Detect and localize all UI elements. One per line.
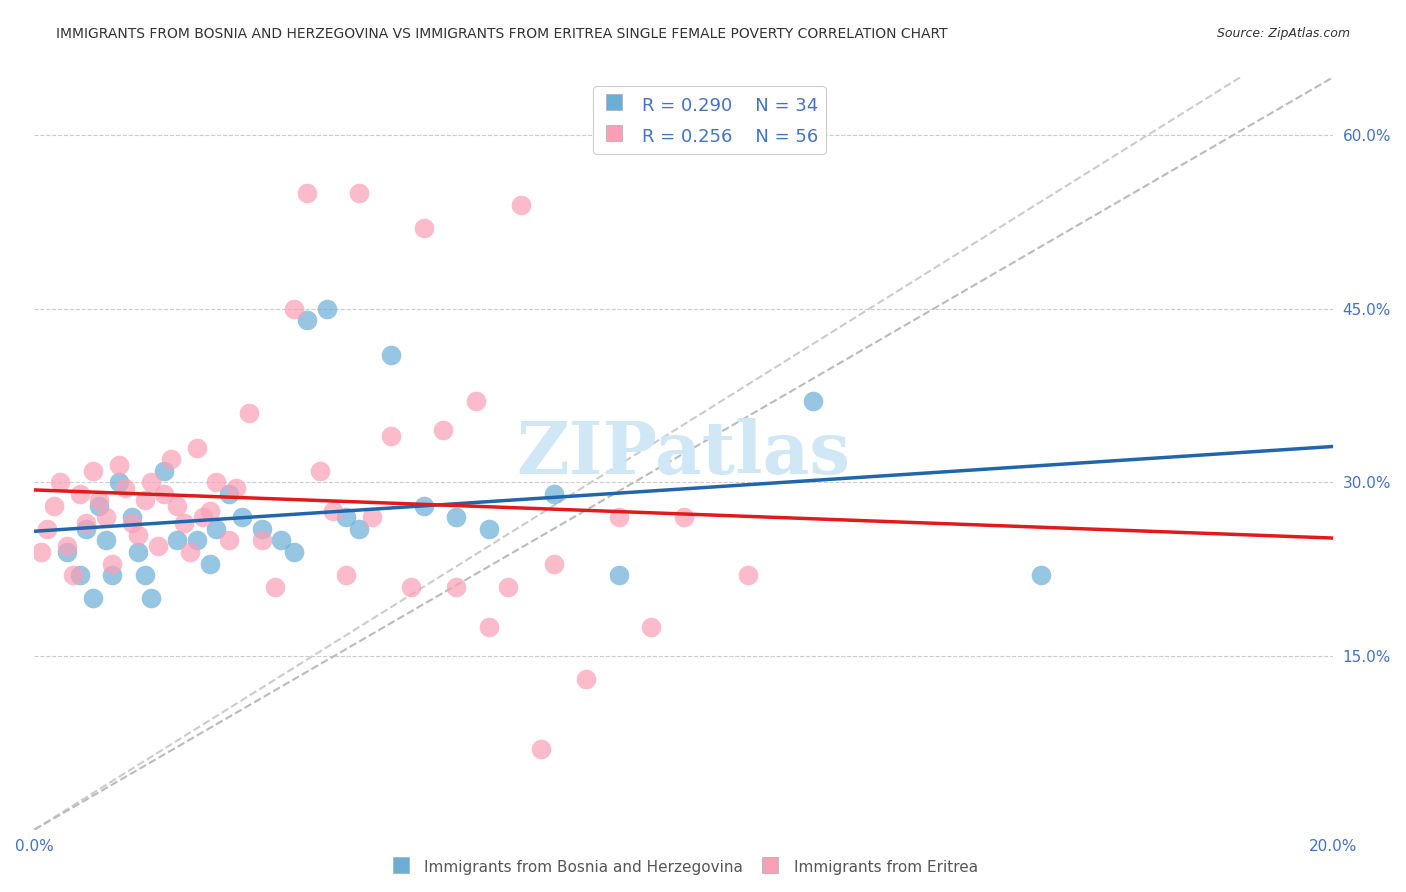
Point xyxy=(94,510,117,524)
Point xyxy=(607,510,630,524)
Point xyxy=(198,557,221,571)
Point xyxy=(412,499,434,513)
Point xyxy=(335,568,357,582)
Point xyxy=(283,545,305,559)
Point xyxy=(283,301,305,316)
Point xyxy=(82,591,104,606)
Point xyxy=(89,492,111,507)
Point xyxy=(270,533,292,548)
Point xyxy=(309,464,332,478)
Point xyxy=(56,539,79,553)
Point xyxy=(153,487,176,501)
Point xyxy=(94,533,117,548)
Point xyxy=(263,580,285,594)
Point xyxy=(166,499,188,513)
Text: IMMIGRANTS FROM BOSNIA AND HERZEGOVINA VS IMMIGRANTS FROM ERITREA SINGLE FEMALE : IMMIGRANTS FROM BOSNIA AND HERZEGOVINA V… xyxy=(56,27,948,41)
Point xyxy=(127,545,149,559)
Point xyxy=(205,522,228,536)
Point xyxy=(737,568,759,582)
Point xyxy=(250,522,273,536)
Point xyxy=(56,545,79,559)
Point xyxy=(101,568,124,582)
Point xyxy=(478,620,501,634)
Point xyxy=(186,441,208,455)
Point xyxy=(295,186,318,201)
Point xyxy=(238,406,260,420)
Point xyxy=(250,533,273,548)
Point xyxy=(205,475,228,490)
Point xyxy=(231,510,253,524)
Point xyxy=(803,394,825,409)
Point xyxy=(69,487,91,501)
Point xyxy=(335,510,357,524)
Point xyxy=(607,568,630,582)
Point xyxy=(464,394,486,409)
Point xyxy=(121,516,143,530)
Point xyxy=(141,591,163,606)
Point xyxy=(193,510,215,524)
Point xyxy=(412,220,434,235)
Point xyxy=(134,568,156,582)
Point xyxy=(575,672,598,686)
Point xyxy=(75,516,97,530)
Point xyxy=(153,464,176,478)
Point xyxy=(49,475,72,490)
Point xyxy=(186,533,208,548)
Point xyxy=(478,522,501,536)
Point xyxy=(347,186,370,201)
Point xyxy=(101,557,124,571)
Point xyxy=(295,313,318,327)
Point xyxy=(107,458,129,472)
Point xyxy=(380,348,402,362)
Point xyxy=(134,492,156,507)
Point xyxy=(173,516,195,530)
Point xyxy=(82,464,104,478)
Point xyxy=(1029,568,1052,582)
Point xyxy=(322,504,344,518)
Point xyxy=(672,510,695,524)
Point xyxy=(89,499,111,513)
Point xyxy=(315,301,337,316)
Point xyxy=(107,475,129,490)
Point xyxy=(75,522,97,536)
Point xyxy=(179,545,201,559)
Point xyxy=(399,580,422,594)
Point xyxy=(166,533,188,548)
Point xyxy=(146,539,169,553)
Point xyxy=(446,510,468,524)
Legend: Immigrants from Bosnia and Herzegovina, Immigrants from Eritrea: Immigrants from Bosnia and Herzegovina, … xyxy=(384,851,984,882)
Point xyxy=(121,510,143,524)
Point xyxy=(361,510,384,524)
Point xyxy=(218,487,240,501)
Point xyxy=(225,481,247,495)
Text: Source: ZipAtlas.com: Source: ZipAtlas.com xyxy=(1216,27,1350,40)
Point xyxy=(530,741,553,756)
Point xyxy=(498,580,520,594)
Point xyxy=(510,198,533,212)
Point xyxy=(62,568,84,582)
Point xyxy=(543,557,565,571)
Point xyxy=(432,424,454,438)
Point xyxy=(198,504,221,518)
Point xyxy=(218,533,240,548)
Point xyxy=(127,527,149,541)
Point xyxy=(347,522,370,536)
Text: ZIPatlas: ZIPatlas xyxy=(516,418,851,489)
Point xyxy=(37,522,59,536)
Point xyxy=(114,481,136,495)
Point xyxy=(446,580,468,594)
Point xyxy=(30,545,52,559)
Point xyxy=(42,499,65,513)
Point xyxy=(380,429,402,443)
Point xyxy=(640,620,662,634)
Point xyxy=(159,452,181,467)
Point xyxy=(69,568,91,582)
Point xyxy=(543,487,565,501)
Point xyxy=(141,475,163,490)
